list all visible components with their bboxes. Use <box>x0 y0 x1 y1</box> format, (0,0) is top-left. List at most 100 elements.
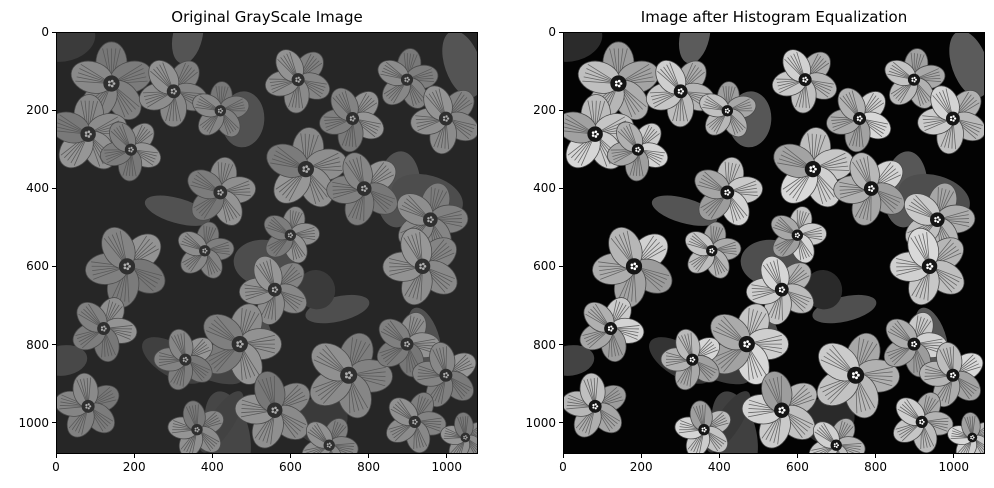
flower-center <box>804 160 822 178</box>
stamen <box>128 147 131 150</box>
stamen <box>950 372 953 376</box>
flower <box>167 400 224 453</box>
stamen <box>677 88 681 92</box>
flower <box>326 152 398 226</box>
stamen <box>709 250 712 253</box>
stamen <box>833 443 836 446</box>
flower-center <box>284 229 297 241</box>
flower-center <box>346 112 360 126</box>
stamen <box>913 76 916 79</box>
stamen <box>406 344 409 348</box>
stamen <box>404 77 407 80</box>
stamen <box>414 419 417 422</box>
stamen <box>870 185 874 188</box>
x-tick-label: 400 <box>200 460 224 474</box>
stamen <box>724 189 727 193</box>
stamen <box>328 445 331 448</box>
stamen <box>934 219 937 223</box>
y-tick-mark <box>52 265 56 267</box>
x-tick-label: 200 <box>122 460 146 474</box>
stamen <box>919 419 922 422</box>
stamen <box>84 131 88 134</box>
stamen <box>913 344 916 348</box>
y-tick-mark <box>559 265 563 267</box>
stamen <box>630 263 634 267</box>
flower <box>85 227 166 308</box>
stamen <box>607 328 611 331</box>
y-tick-mark <box>559 109 563 111</box>
flower <box>382 227 458 306</box>
flower-center <box>946 368 960 382</box>
stamen <box>798 234 801 237</box>
stamen <box>274 290 277 293</box>
stamen <box>952 376 955 379</box>
leaf-shape <box>949 33 984 98</box>
flower-center <box>631 143 644 156</box>
stamen <box>782 288 786 291</box>
y-tick-label: 600 <box>533 259 556 274</box>
stamen <box>953 374 957 377</box>
stamen <box>217 110 220 113</box>
stamen <box>743 344 747 347</box>
x-tick-mark <box>562 454 564 458</box>
stamen <box>726 193 730 196</box>
stamen <box>352 115 355 118</box>
flower-center <box>706 245 718 257</box>
stamen <box>445 372 448 375</box>
stamen <box>921 419 924 422</box>
stamen <box>709 248 712 251</box>
stamen <box>219 189 223 192</box>
stamen <box>241 342 244 346</box>
flower-center <box>460 432 471 443</box>
stamen <box>271 287 275 290</box>
stamen <box>463 435 465 438</box>
flower-center <box>166 84 181 99</box>
stamen <box>591 134 595 137</box>
flower <box>72 297 138 362</box>
stamen <box>637 150 640 153</box>
stamen <box>87 135 91 138</box>
flower <box>266 127 348 208</box>
stamen <box>781 290 784 293</box>
flower-center <box>907 337 921 351</box>
stamen <box>746 340 749 344</box>
stamen <box>239 345 242 348</box>
stamen <box>197 428 200 431</box>
stamen <box>274 406 277 410</box>
stamen <box>427 219 430 223</box>
flower-center <box>199 245 211 257</box>
stamen <box>100 328 104 331</box>
stamen <box>617 79 621 83</box>
stamen <box>726 108 729 111</box>
flower <box>57 372 120 438</box>
stamen <box>443 375 446 378</box>
stamen <box>110 84 114 88</box>
stamen <box>691 356 694 359</box>
stamen <box>693 358 696 361</box>
stamen <box>205 249 208 252</box>
flower-photo <box>564 33 984 453</box>
stamen <box>701 427 704 430</box>
x-tick-mark <box>133 454 135 458</box>
stamen <box>363 189 367 192</box>
stamen <box>328 442 331 445</box>
stamen <box>594 407 597 410</box>
stamen <box>204 248 207 251</box>
stamen <box>804 80 807 83</box>
stamen <box>361 185 364 189</box>
stamen <box>704 428 707 431</box>
stamen <box>809 169 813 172</box>
flower-center <box>213 185 228 200</box>
flower-center <box>588 399 602 413</box>
stamen <box>414 422 417 425</box>
stamen <box>326 443 329 446</box>
leaf-shape <box>297 269 336 310</box>
stamen <box>635 147 638 150</box>
y-tick-label: 1000 <box>525 415 556 430</box>
stamen <box>271 407 275 411</box>
leaf-shape <box>678 33 711 64</box>
stamen <box>221 109 224 112</box>
stamen <box>868 188 871 192</box>
stamen <box>406 80 409 83</box>
stamen <box>711 248 714 251</box>
